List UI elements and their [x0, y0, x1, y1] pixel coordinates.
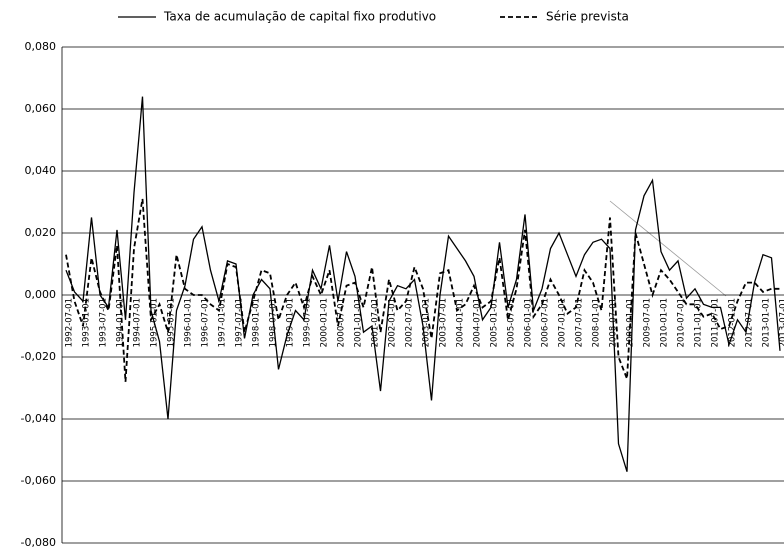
x-tick-label: 1993-07-01 — [99, 298, 109, 347]
x-tick-label: 2009-07-01 — [643, 298, 653, 347]
legend-label: Série prevista — [546, 10, 629, 24]
x-tick-label: 2013-07-01 — [779, 298, 784, 347]
x-tick-label: 2012-07-01 — [745, 298, 755, 347]
trend-line — [609, 200, 727, 297]
x-tick-label: 2006-07-01 — [541, 298, 551, 347]
y-tick-label: 0,020 — [25, 226, 57, 239]
y-tick-label: 0,080 — [25, 40, 57, 53]
x-tick-label: 1993-01-01 — [82, 298, 92, 347]
x-tick-label: 2000-07-01 — [337, 298, 347, 347]
x-tick-label: 2010-07-01 — [677, 298, 687, 347]
x-tick-label: 2011-07-01 — [711, 298, 721, 347]
y-tick-label: -0,040 — [21, 412, 56, 425]
x-tick-label: 1994-07-01 — [133, 298, 143, 347]
x-tick-label: 2007-07-01 — [575, 298, 585, 347]
x-tick-label: 2001-01-01 — [354, 298, 364, 347]
x-tick-label: 2000-01-01 — [320, 298, 330, 347]
x-tick-label: 2010-01-01 — [660, 298, 670, 347]
x-tick-label: 2006-01-01 — [524, 298, 534, 347]
x-tick-label: 2012-01-01 — [728, 298, 738, 347]
y-tick-label: -0,060 — [21, 474, 56, 487]
x-tick-label: 2004-01-01 — [456, 298, 466, 347]
x-tick-label: 2013-01-01 — [762, 298, 772, 347]
x-tick-label: 2009-01-01 — [626, 298, 636, 347]
y-tick-label: 0,000 — [25, 288, 57, 301]
x-tick-label: 2002-01-01 — [388, 298, 398, 347]
x-tick-label: 2001-07-01 — [371, 298, 381, 347]
x-tick-label: 2005-01-01 — [490, 298, 500, 347]
x-tick-label: 1996-07-01 — [201, 298, 211, 347]
x-tick-label: 2003-01-01 — [422, 298, 432, 347]
y-tick-label: -0,020 — [21, 350, 56, 363]
x-tick-label: 2002-07-01 — [405, 298, 415, 347]
x-tick-label: 1999-07-01 — [303, 298, 313, 347]
y-tick-label: 0,040 — [25, 164, 57, 177]
x-tick-label: 1999-01-01 — [286, 298, 296, 347]
x-tick-label: 2008-01-01 — [592, 298, 602, 347]
x-tick-label: 1994-01-01 — [116, 298, 126, 347]
x-tick-label: 1998-01-01 — [252, 298, 262, 347]
x-tick-label: 1995-07-01 — [167, 298, 177, 347]
x-tick-label: 2005-07-01 — [507, 298, 517, 347]
x-tick-label: 1997-01-01 — [218, 298, 228, 347]
y-tick-label: -0,080 — [21, 536, 56, 547]
x-tick-label: 2007-01-01 — [558, 298, 568, 347]
series-line — [65, 96, 781, 472]
legend-label: Taxa de acumulação de capital fixo produ… — [163, 10, 436, 24]
x-tick-label: 1996-01-01 — [184, 298, 194, 347]
series-line — [65, 198, 780, 382]
x-tick-label: 2004-07-01 — [473, 298, 483, 347]
y-tick-label: 0,060 — [25, 102, 57, 115]
x-tick-label: 2003-07-01 — [439, 298, 449, 347]
x-tick-label: 1997-07-01 — [235, 298, 245, 347]
x-tick-label: 1992-07-01 — [65, 298, 75, 347]
x-tick-label: 2011-01-01 — [694, 298, 704, 347]
